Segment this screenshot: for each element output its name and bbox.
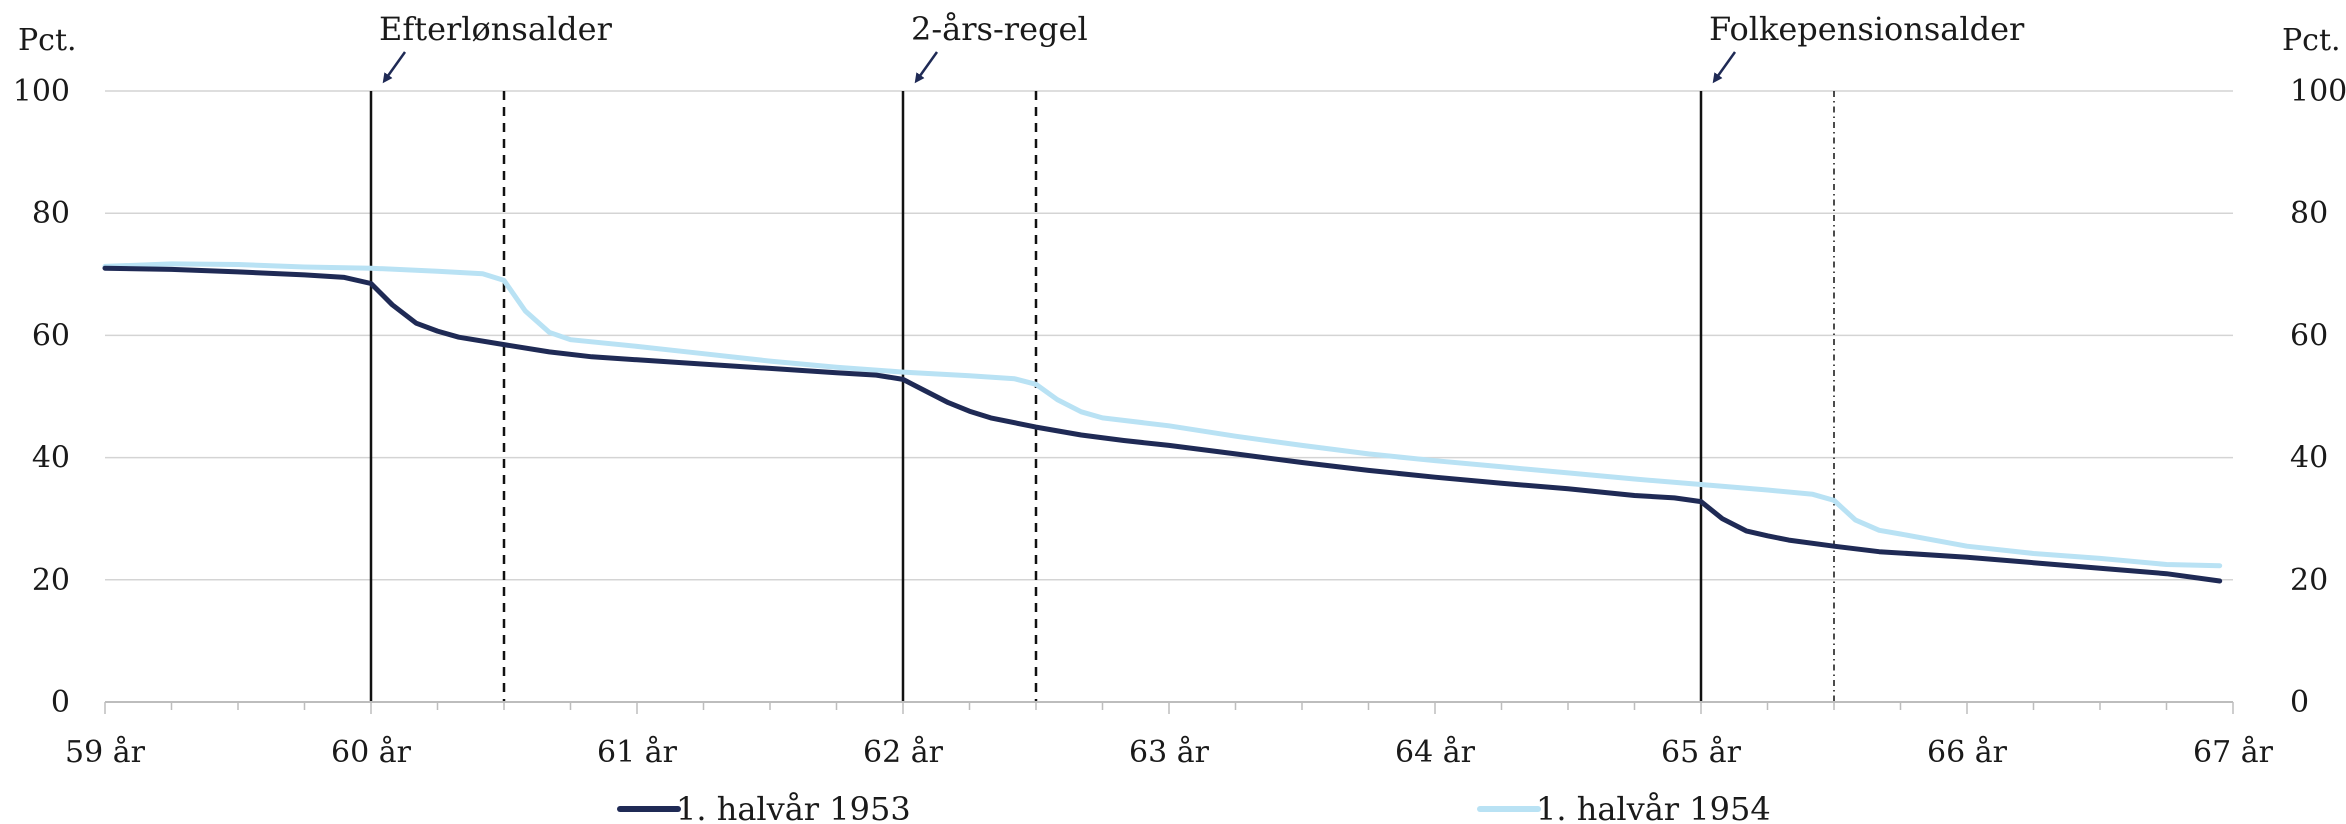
annotations: Efterlønsalder 2-års-regel Folkepensionsal…: [379, 10, 2025, 84]
annotation-label: Folkepensionsalder: [1709, 10, 2025, 48]
series-line-1: [102, 265, 2223, 584]
y-tick-label-left: 100: [13, 74, 70, 109]
annotation-label: Efterlønsalder: [379, 10, 613, 48]
x-tick-label: 62 år: [863, 735, 944, 770]
annotation-arrow: [382, 51, 407, 84]
y-tick-label-left: 20: [32, 563, 70, 598]
annotation-arrow: [914, 51, 939, 84]
x-tick-label: 66 år: [1927, 735, 2008, 770]
y-tick-label-right: 0: [2290, 685, 2309, 720]
y-tick-label-left: 40: [32, 441, 70, 476]
legend-label-2: 1. halvår 1954: [1536, 790, 1771, 824]
y-axis-unit-left: Pct.: [18, 23, 77, 58]
y-tick-label-right: 60: [2290, 318, 2328, 353]
y-tick-label-left: 0: [51, 685, 70, 720]
y-tick-label-right: 80: [2290, 196, 2328, 231]
y-tick-label-left: 60: [32, 318, 70, 353]
y-tick-label-right: 20: [2290, 563, 2328, 598]
annotation-label: 2-års-regel: [911, 10, 1088, 48]
x-tick-label: 60 år: [331, 735, 412, 770]
x-tick-label: 63 år: [1129, 735, 1210, 770]
series-line-2: [102, 261, 2223, 569]
x-tick-label: 59 år: [65, 735, 146, 770]
legend-label-1: 1. halvår 1953: [676, 790, 911, 824]
x-tick-label: 67 år: [2193, 735, 2274, 770]
x-tick-label: 64 år: [1395, 735, 1476, 770]
x-tick-label: 65 år: [1661, 735, 1742, 770]
axes: 0 0 20 20 40 40 60 60 80 80 100 100 59 år 60 år 61 år 6…: [13, 74, 2346, 770]
y-tick-label-left: 80: [32, 196, 70, 231]
y-axis-unit-right: Pct.: [2282, 23, 2341, 58]
x-tick-label: 61 år: [597, 735, 678, 770]
legend: 1. halvår 1953 1. halvår 1954: [617, 790, 1771, 824]
y-tick-label-right: 40: [2290, 441, 2328, 476]
series-lines: [102, 261, 2223, 584]
gridlines: [105, 90, 2233, 581]
y-tick-label-right: 100: [2290, 74, 2346, 109]
annotation-arrow: [1712, 51, 1737, 84]
reference-lines: [369, 91, 1835, 702]
